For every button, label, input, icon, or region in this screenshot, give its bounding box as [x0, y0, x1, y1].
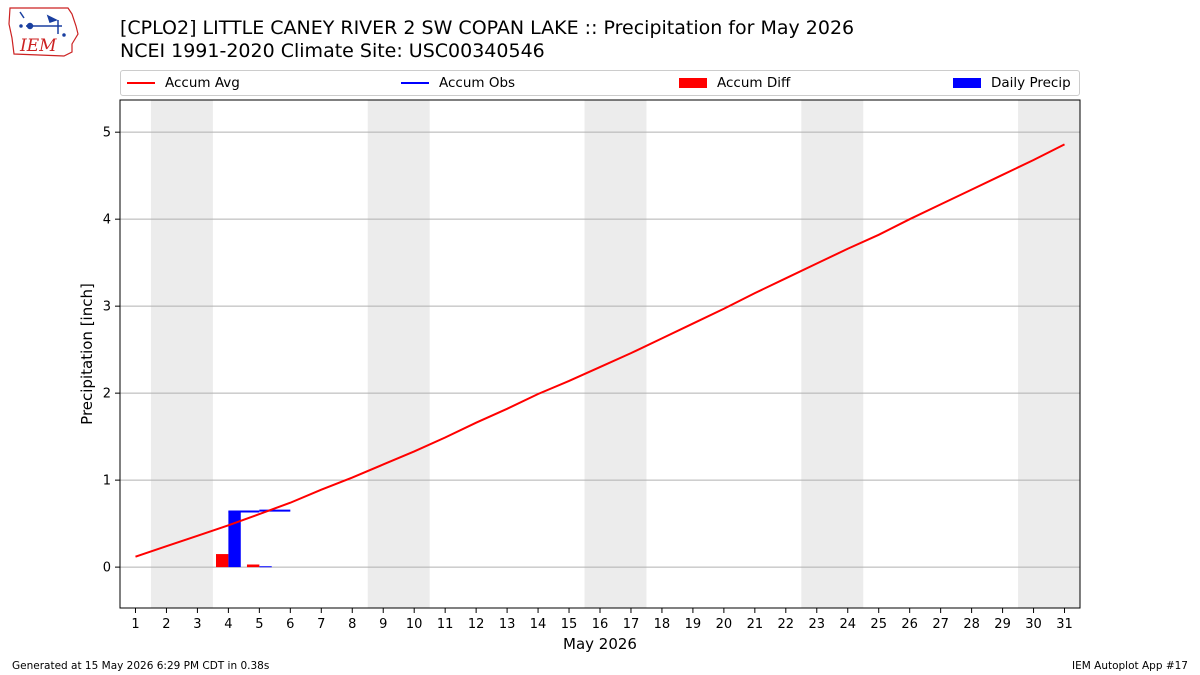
x-tick-label: 30 [1025, 617, 1042, 632]
x-tick-label: 17 [623, 617, 640, 632]
x-tick-label: 19 [685, 617, 702, 632]
x-tick-label: 9 [379, 617, 387, 632]
chart-title: [CPLO2] LITTLE CANEY RIVER 2 SW COPAN LA… [120, 17, 855, 39]
legend-item-accum-avg: Accum Avg [127, 71, 240, 95]
x-tick-label: 6 [286, 617, 294, 632]
line-marks [135, 143, 1065, 558]
weekend-band [367, 100, 430, 608]
accum-diff-bar [216, 554, 229, 568]
weather-icon [19, 11, 66, 37]
weekend-band [1018, 100, 1080, 608]
x-tick-label: 11 [437, 617, 454, 632]
app-id: IEM Autoplot App #17 [1072, 660, 1188, 672]
y-tick-label: 4 [103, 213, 111, 228]
x-tick-label: 29 [994, 617, 1011, 632]
x-tick-label: 4 [224, 617, 232, 632]
weekend-band [801, 100, 864, 608]
legend-swatch-accum-obs [401, 82, 429, 84]
accum-diff-bar [246, 564, 260, 568]
chart-legend: Accum Avg Accum Obs Accum Diff Daily Pre… [120, 70, 1080, 96]
x-tick-label: 16 [592, 617, 609, 632]
x-tick-label: 12 [468, 617, 485, 632]
grid-lines [120, 131, 1080, 568]
x-tick-label: 7 [317, 617, 325, 632]
weekend-shading [150, 100, 1080, 608]
x-tick-label: 26 [901, 617, 918, 632]
iowa-outline [8, 7, 79, 57]
iem-logo: IEM [8, 7, 79, 57]
weekend-band [150, 100, 213, 608]
x-axis-label: May 2026 [563, 635, 637, 653]
x-tick-label: 18 [654, 617, 671, 632]
x-tick-label: 15 [561, 617, 578, 632]
y-tick-label: 2 [103, 387, 111, 402]
legend-swatch-daily-precip [953, 78, 981, 88]
x-tick-label: 24 [839, 617, 856, 632]
x-axis-ticks: 1 2 3 4 5 6 7 8 9 10 11 12 13 14 15 16 17 18 19 20 21 22 23 24 2… [131, 608, 1073, 632]
legend-label: Accum Avg [165, 75, 240, 91]
generated-timestamp: Generated at 15 May 2026 6:29 PM CDT in … [12, 660, 270, 672]
accum-avg-line [135, 143, 1065, 558]
legend-label: Accum Diff [717, 75, 791, 91]
y-tick-label: 3 [103, 300, 111, 315]
x-tick-label: 14 [530, 617, 547, 632]
x-tick-label: 21 [747, 617, 764, 632]
y-axis-label: Precipitation [inch] [78, 283, 96, 425]
x-tick-label: 3 [193, 617, 201, 632]
x-tick-label: 1 [131, 617, 139, 632]
chart-subtitle: NCEI 1991-2020 Climate Site: USC00340546 [120, 40, 545, 62]
x-tick-label: 8 [348, 617, 356, 632]
y-axis-ticks: 0 1 2 3 4 5 [103, 126, 120, 576]
y-tick-label: 0 [103, 561, 111, 576]
x-tick-label: 13 [499, 617, 516, 632]
x-tick-label: 20 [716, 617, 733, 632]
legend-label: Accum Obs [439, 75, 516, 91]
x-tick-label: 5 [255, 617, 263, 632]
y-tick-label: 1 [103, 474, 111, 489]
daily-precip-bar [259, 566, 272, 568]
x-tick-label: 25 [870, 617, 887, 632]
x-tick-label: 10 [406, 617, 423, 632]
daily-precip-bar [228, 511, 241, 568]
legend-item-daily-precip: Daily Precip [953, 71, 1071, 95]
x-tick-label: 23 [809, 617, 826, 632]
x-tick-label: 27 [932, 617, 949, 632]
y-tick-label: 5 [103, 126, 111, 141]
legend-label: Daily Precip [991, 75, 1071, 91]
x-tick-label: 31 [1056, 617, 1073, 632]
x-tick-label: 28 [963, 617, 980, 632]
x-tick-label: 22 [778, 617, 795, 632]
legend-swatch-accum-avg [127, 82, 155, 84]
legend-swatch-accum-diff [679, 78, 707, 88]
legend-item-accum-diff: Accum Diff [679, 71, 790, 95]
x-tick-label: 2 [162, 617, 170, 632]
logo-text: IEM [19, 36, 57, 56]
bar-marks [216, 511, 272, 568]
legend-item-accum-obs: Accum Obs [401, 71, 515, 95]
weekend-band [584, 100, 647, 608]
